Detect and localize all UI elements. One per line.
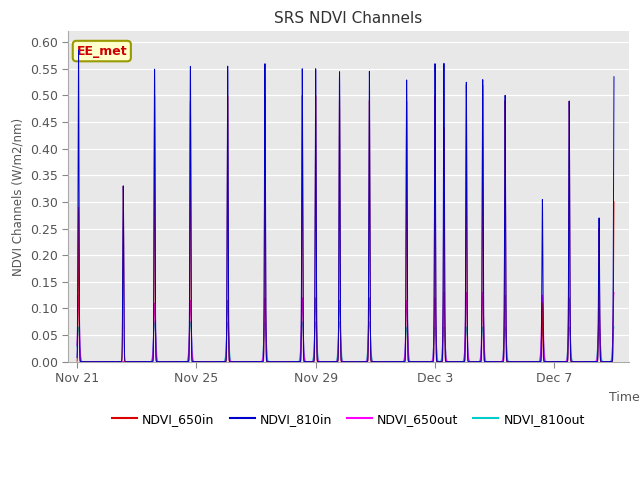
Title: SRS NDVI Channels: SRS NDVI Channels — [275, 11, 422, 26]
X-axis label: Time: Time — [609, 391, 640, 404]
Text: EE_met: EE_met — [77, 45, 127, 58]
Legend: NDVI_650in, NDVI_810in, NDVI_650out, NDVI_810out: NDVI_650in, NDVI_810in, NDVI_650out, NDV… — [108, 408, 589, 431]
Y-axis label: NDVI Channels (W/m2/nm): NDVI Channels (W/m2/nm) — [11, 118, 24, 276]
